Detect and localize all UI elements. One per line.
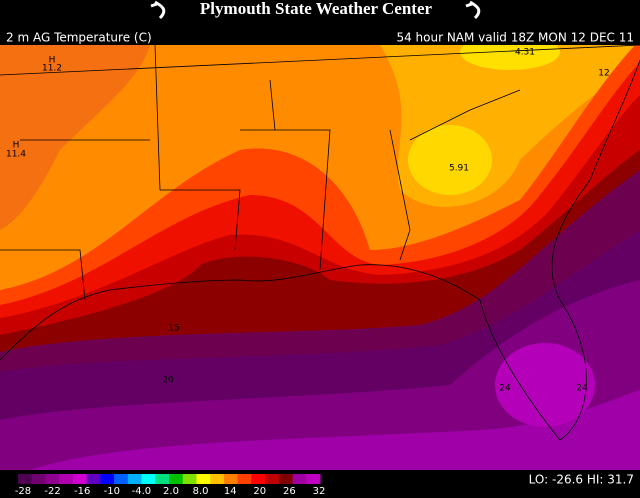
map [0,45,640,470]
colorbar-swatch [196,474,211,484]
contour [0,280,640,470]
colorbar-label: -4.0 [132,486,152,497]
map-label: 12 [598,69,609,79]
colorbar-label: 2.0 [163,486,179,497]
colorbar-swatch [141,474,156,484]
field-label: 2 m AG Temperature (C) [6,31,152,45]
state-borders [0,45,640,301]
colorbar-label: 8.0 [193,486,209,497]
header-title: Plymouth State Weather Center [200,0,433,18]
map-label: 24 [499,384,511,394]
colorbar-swatch [59,474,74,484]
colorbar-swatch [251,474,266,484]
valid-label: 54 hour NAM valid 18Z MON 12 DEC 11 [396,31,634,45]
extremes: LO: -26.6 HI: 31.7 [529,473,634,487]
map-label: 15 [168,324,179,334]
map-label: 24 [576,384,588,394]
colorbar-swatch [237,474,252,484]
map-label: H [13,141,20,151]
colorbar-label: 14 [224,486,237,497]
colorbar-swatch [155,474,170,484]
contour [408,125,492,195]
contour [0,45,150,230]
contour [30,390,640,470]
colorbar-swatch [86,474,101,484]
colorbar-swatch [31,474,46,484]
contour [495,343,595,427]
map-label: H [49,56,56,66]
colorbar-swatch [278,474,294,484]
map-label: 11.4 [6,150,26,160]
colorbar-swatch [210,474,225,484]
colorbar-swatch [265,474,280,484]
map-label: 4.31 [515,48,535,58]
colorbar-label: 26 [283,486,296,497]
colorbar-label: 20 [253,486,266,497]
colorbar-swatch [292,474,307,484]
header-icons [150,0,481,20]
colorbar-swatch [169,474,184,484]
colorbar-swatch [306,474,321,484]
colorbar-swatch [100,474,115,484]
map-label: 20 [162,376,174,386]
colorbar-label: 32 [313,486,326,497]
colorbar-swatch [72,474,88,484]
colorbar-label: -10 [104,486,120,497]
map-label: 5.91 [449,164,469,174]
colorbar-swatch [182,474,197,484]
map-label: 11.2 [42,64,62,74]
colorbar-label: -16 [74,486,90,497]
colorbar-swatch [127,474,143,484]
colorbar: -28 -22 -16 -10 -4.0 2.0 8.0 14 20 26 32 [15,474,326,497]
colorbar-label: -28 [15,486,31,497]
coastline [0,59,640,441]
colorbar-swatch [45,474,60,484]
colorbar-swatch [18,474,33,484]
contour [460,45,560,70]
colorbar-label: -22 [44,486,60,497]
colorbar-swatch [114,474,129,484]
colorbar-swatch [223,474,239,484]
